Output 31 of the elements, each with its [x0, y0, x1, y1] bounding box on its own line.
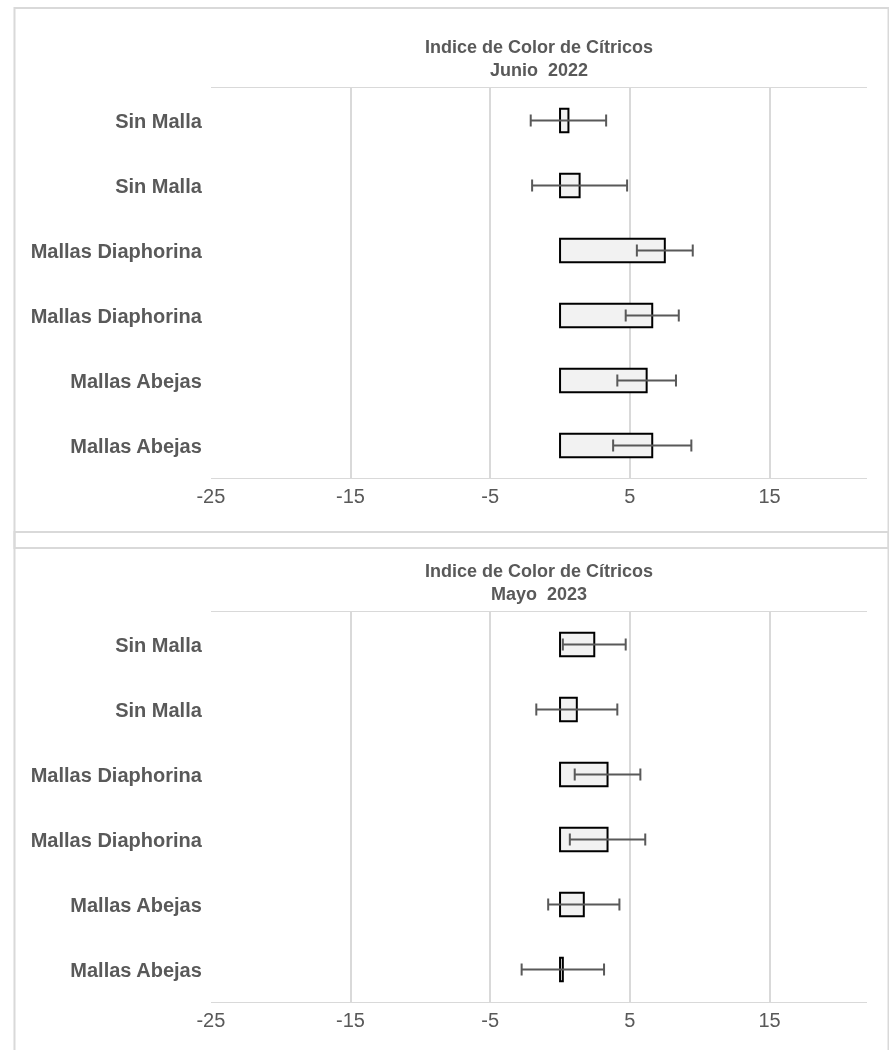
y-tick-label: Mallas Abejas: [70, 434, 202, 457]
bar: [559, 761, 609, 788]
x-tick-label: 5: [624, 1009, 636, 1031]
y-tick-label: Mallas Diaphorina: [30, 239, 203, 262]
x-tick-label: -5: [481, 485, 500, 507]
y-tick-label: Mallas Diaphorina: [30, 763, 203, 786]
y-tick-label: Mallas Diaphorina: [30, 828, 203, 851]
y-tick-label: Mallas Abejas: [70, 958, 202, 981]
x-tick-label: 5: [624, 485, 636, 507]
chart-title: Indice de Color de Cítricos: [425, 561, 654, 581]
y-tick-label: Sin Malla: [115, 109, 203, 132]
chart-subtitle: Junio 2022: [490, 60, 589, 81]
x-tick-label: -25: [196, 1009, 226, 1031]
y-tick-label: Sin Malla: [115, 698, 203, 721]
x-tick-label: -5: [481, 1009, 500, 1031]
y-tick-label: Sin Malla: [115, 174, 203, 197]
chart-subtitle: Mayo 2023: [490, 584, 588, 605]
x-tick-label: -15: [336, 485, 365, 507]
x-tick-label: -15: [336, 1009, 365, 1031]
x-tick-label: -25: [196, 485, 226, 507]
bar: [559, 302, 654, 329]
x-tick-label: 15: [758, 1009, 781, 1031]
y-tick-label: Mallas Abejas: [70, 369, 202, 392]
y-tick-label: Sin Malla: [115, 633, 203, 656]
bar: [559, 237, 666, 264]
x-tick-label: 15: [758, 485, 781, 507]
y-tick-label: Mallas Diaphorina: [30, 304, 203, 327]
y-tick-label: Mallas Abejas: [70, 893, 202, 916]
bar: [559, 367, 648, 394]
chart-title: Indice de Color de Cítricos: [425, 37, 654, 57]
bar: [559, 432, 654, 459]
